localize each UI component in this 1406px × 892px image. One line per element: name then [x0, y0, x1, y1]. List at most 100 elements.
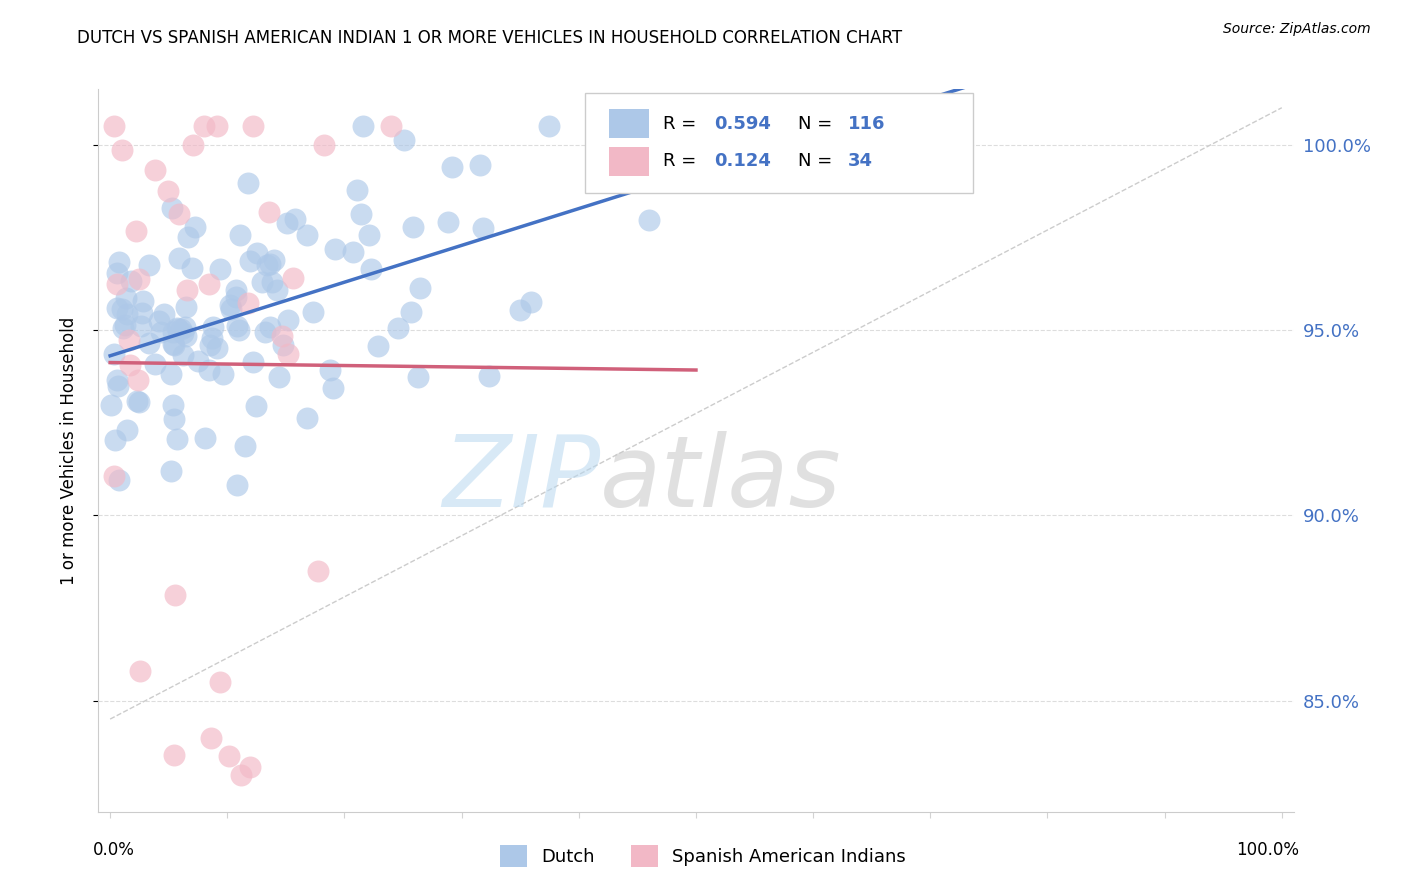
Point [105, 373, 128, 387]
Point [198, 337, 221, 351]
Point [256, 258, 278, 272]
Point [284, 211, 307, 226]
Point [538, 120, 561, 134]
Point [131, 294, 153, 309]
Point [174, 328, 197, 343]
Point [201, 319, 224, 334]
Point [111, 320, 134, 334]
Point [266, 283, 288, 297]
Point [114, 318, 136, 332]
Point [172, 326, 194, 341]
Point [169, 251, 191, 265]
Point [177, 229, 200, 244]
Point [184, 219, 207, 234]
Point [111, 143, 134, 157]
Point [160, 201, 183, 215]
Point [509, 303, 531, 318]
Point [128, 271, 150, 285]
Point [129, 318, 152, 333]
Point [107, 473, 129, 487]
Point [152, 307, 174, 321]
Point [229, 227, 252, 242]
Point [250, 275, 273, 289]
Point [440, 160, 463, 174]
Point [166, 322, 188, 336]
Point [257, 205, 280, 219]
Point [238, 254, 260, 268]
Point [170, 322, 193, 336]
Point [263, 252, 285, 267]
Legend: Dutch, Spanish American Indians: Dutch, Spanish American Indians [492, 838, 914, 874]
Point [312, 137, 335, 152]
Point [105, 277, 128, 292]
Point [295, 411, 318, 425]
Point [160, 367, 183, 381]
Point [221, 301, 243, 316]
Text: 34: 34 [848, 153, 873, 170]
Point [131, 305, 153, 319]
Point [107, 379, 129, 393]
Point [409, 281, 432, 295]
Bar [609, 110, 650, 138]
Point [319, 362, 342, 376]
Point [200, 731, 222, 745]
Text: DUTCH VS SPANISH AMERICAN INDIAN 1 OR MORE VEHICLES IN HOUSEHOLD CORRELATION CHA: DUTCH VS SPANISH AMERICAN INDIAN 1 OR MO… [77, 29, 903, 46]
Point [762, 120, 785, 134]
Point [270, 329, 292, 343]
Point [162, 325, 184, 339]
Point [163, 588, 186, 602]
Point [342, 245, 364, 260]
Text: N =: N = [797, 153, 838, 170]
Point [295, 228, 318, 243]
Point [201, 331, 224, 345]
Point [776, 120, 799, 134]
Point [406, 369, 429, 384]
Point [212, 367, 235, 381]
Point [120, 274, 142, 288]
Point [162, 398, 184, 412]
Point [208, 261, 231, 276]
Point [174, 300, 197, 314]
Point [870, 120, 893, 134]
Text: 100.0%: 100.0% [1236, 840, 1299, 859]
Point [519, 295, 541, 310]
Point [387, 321, 409, 335]
Point [173, 320, 195, 334]
Point [360, 261, 382, 276]
Text: N =: N = [797, 115, 838, 133]
Point [205, 120, 228, 134]
Point [163, 338, 186, 352]
Point [117, 307, 139, 321]
Point [246, 245, 269, 260]
Point [225, 283, 247, 297]
Point [172, 348, 194, 362]
Point [127, 373, 149, 387]
Point [225, 477, 247, 491]
Point [197, 362, 219, 376]
Point [176, 283, 198, 297]
Point [399, 304, 422, 318]
Point [105, 266, 128, 280]
Point [606, 162, 628, 177]
Point [478, 368, 501, 383]
Point [236, 176, 259, 190]
Point [120, 358, 142, 372]
Point [307, 564, 329, 578]
Point [242, 355, 264, 369]
Point [128, 395, 150, 409]
Point [471, 221, 494, 235]
Point [157, 185, 180, 199]
Point [269, 369, 291, 384]
Point [181, 137, 204, 152]
Point [277, 347, 299, 361]
Text: R =: R = [662, 115, 702, 133]
Point [150, 326, 173, 340]
Point [437, 215, 460, 229]
Point [143, 162, 166, 177]
Point [105, 301, 128, 315]
Point [162, 337, 184, 351]
Point [394, 132, 416, 146]
Text: R =: R = [662, 153, 702, 170]
Point [277, 312, 299, 326]
Point [350, 207, 373, 221]
